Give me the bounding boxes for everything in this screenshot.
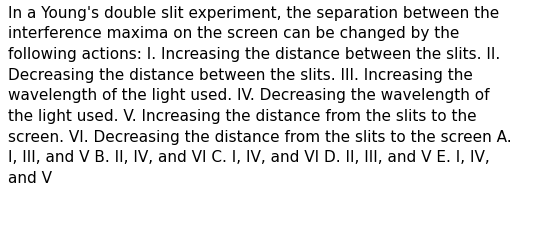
Text: In a Young's double slit experiment, the separation between the
interference max: In a Young's double slit experiment, the… (8, 6, 512, 185)
